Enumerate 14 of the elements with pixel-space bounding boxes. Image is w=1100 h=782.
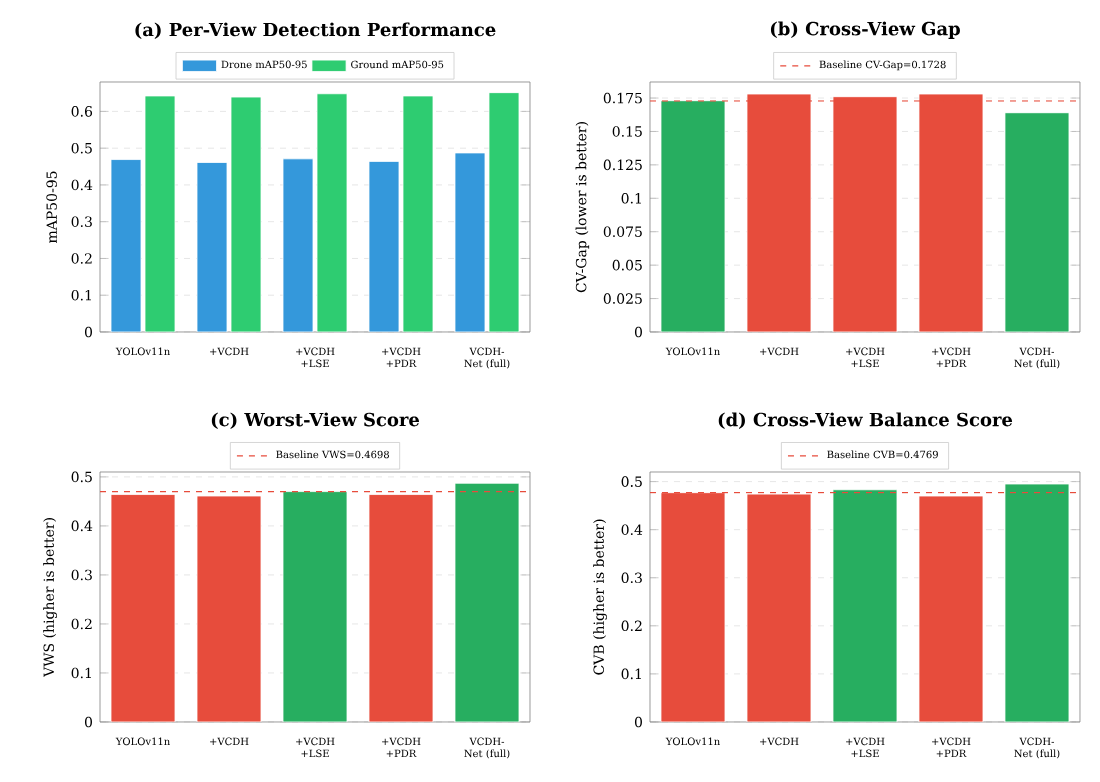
bar <box>488 92 520 332</box>
bar <box>144 95 176 332</box>
bar <box>316 93 348 332</box>
bar <box>402 95 434 332</box>
chart-title: (c) Worst-View Score <box>211 412 420 429</box>
bar <box>231 97 262 332</box>
chart-title: (b) Cross-View Gap <box>770 21 960 39</box>
bar <box>282 158 314 332</box>
bar <box>110 159 142 332</box>
chart-title: (d) Cross-View Balance Score <box>718 412 1013 429</box>
bar <box>196 162 228 332</box>
bar <box>454 152 486 332</box>
bar <box>368 161 400 332</box>
chart-title: (a) Per-View Detection Performance <box>135 22 496 39</box>
